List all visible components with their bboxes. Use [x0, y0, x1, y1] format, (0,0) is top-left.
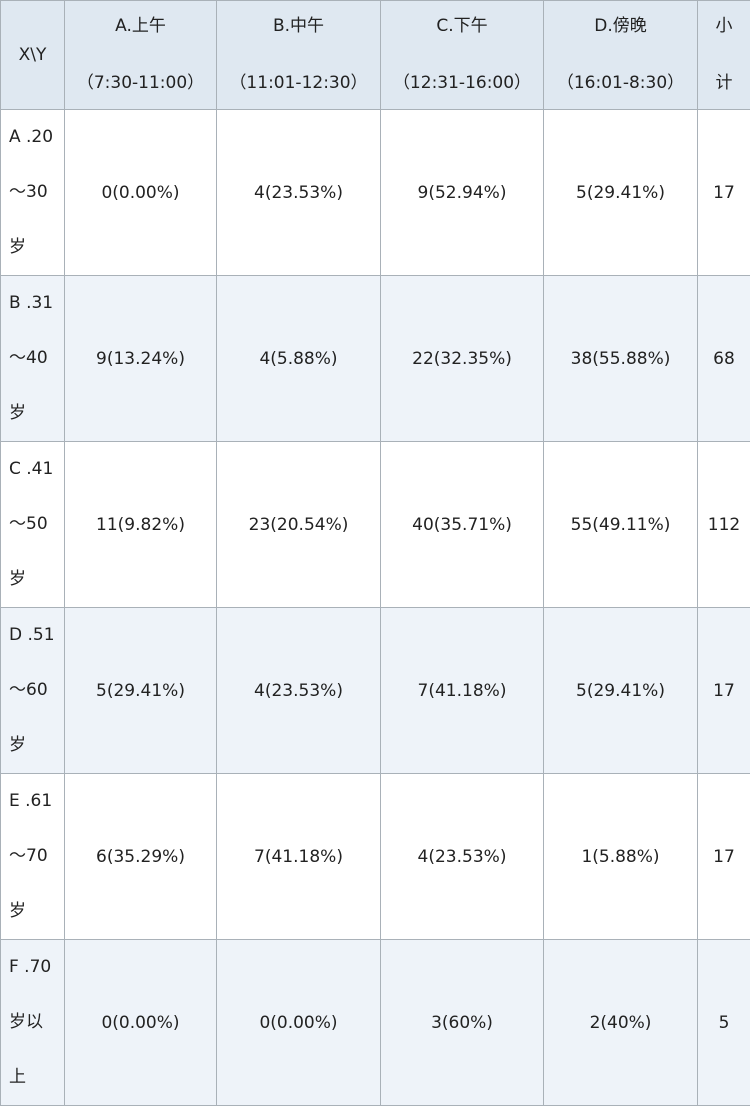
- column-header-label: C.下午: [381, 1, 543, 55]
- table-cell: 5(29.41%): [544, 608, 698, 774]
- row-label: D .51 ～60 岁: [1, 608, 65, 774]
- row-label-line: ～50: [9, 497, 64, 552]
- subtotal-cell: 17: [698, 774, 750, 940]
- column-header-label: D.傍晚: [544, 1, 697, 55]
- row-label-line: 岁: [9, 552, 64, 607]
- table-cell: 9(52.94%): [381, 110, 544, 276]
- row-label: C .41 ～50 岁: [1, 442, 65, 608]
- table-cell: 11(9.82%): [65, 442, 217, 608]
- row-label-line: 岁: [9, 386, 64, 441]
- row-label-line: ～70: [9, 829, 64, 884]
- column-header-evening: D.傍晚 （16:01-8:30）: [544, 1, 698, 110]
- subtotal-cell: 5: [698, 940, 750, 1106]
- table-cell: 23(20.54%): [217, 442, 381, 608]
- column-header-time: 计: [698, 55, 750, 109]
- table-cell: 0(0.00%): [217, 940, 381, 1106]
- row-label-line: 岁: [9, 220, 64, 275]
- table-cell: 5(29.41%): [65, 608, 217, 774]
- table-cell: 9(13.24%): [65, 276, 217, 442]
- table-cell: 22(32.35%): [381, 276, 544, 442]
- corner-header: X\Y: [1, 1, 65, 110]
- row-label-line: A .20: [9, 110, 64, 165]
- column-header-time: （16:01-8:30）: [544, 55, 697, 109]
- column-header-afternoon: C.下午 （12:31-16:00）: [381, 1, 544, 110]
- row-label-line: 岁: [9, 884, 64, 939]
- row-label-line: ～40: [9, 331, 64, 386]
- table-cell: 2(40%): [544, 940, 698, 1106]
- table-cell: 5(29.41%): [544, 110, 698, 276]
- table-cell: 0(0.00%): [65, 110, 217, 276]
- row-label-line: ～60: [9, 663, 64, 718]
- table-row: E .61 ～70 岁 6(35.29%) 7(41.18%) 4(23.53%…: [1, 774, 750, 940]
- column-header-morning: A.上午 （7:30-11:00）: [65, 1, 217, 110]
- table-row: D .51 ～60 岁 5(29.41%) 4(23.53%) 7(41.18%…: [1, 608, 750, 774]
- table-cell: 55(49.11%): [544, 442, 698, 608]
- subtotal-cell: 17: [698, 608, 750, 774]
- table-cell: 3(60%): [381, 940, 544, 1106]
- row-label-line: ～30: [9, 165, 64, 220]
- table-row: F .70 岁以 上 0(0.00%) 0(0.00%) 3(60%) 2(40…: [1, 940, 750, 1106]
- row-label-line: E .61: [9, 774, 64, 829]
- table-cell: 6(35.29%): [65, 774, 217, 940]
- column-header-subtotal: 小 计: [698, 1, 750, 110]
- row-label-line: B .31: [9, 276, 64, 331]
- column-header-label: B.中午: [217, 1, 380, 55]
- table-cell: 40(35.71%): [381, 442, 544, 608]
- column-header-time: （11:01-12:30）: [217, 55, 380, 109]
- table-cell: 4(23.53%): [217, 110, 381, 276]
- column-header-label: 小: [698, 1, 750, 55]
- table-cell: 4(23.53%): [381, 774, 544, 940]
- column-header-noon: B.中午 （11:01-12:30）: [217, 1, 381, 110]
- table-row: A .20 ～30 岁 0(0.00%) 4(23.53%) 9(52.94%)…: [1, 110, 750, 276]
- table-cell: 4(5.88%): [217, 276, 381, 442]
- column-header-time: （12:31-16:00）: [381, 55, 543, 109]
- row-label-line: 岁: [9, 718, 64, 773]
- table-cell: 7(41.18%): [217, 774, 381, 940]
- table-cell: 0(0.00%): [65, 940, 217, 1106]
- subtotal-cell: 112: [698, 442, 750, 608]
- row-label-line: C .41: [9, 442, 64, 497]
- table-cell: 7(41.18%): [381, 608, 544, 774]
- row-label: B .31 ～40 岁: [1, 276, 65, 442]
- row-label-line: 上: [9, 1050, 64, 1105]
- column-header-time: （7:30-11:00）: [65, 55, 216, 109]
- row-label-line: 岁以: [9, 995, 64, 1050]
- column-header-label: A.上午: [65, 1, 216, 55]
- subtotal-cell: 68: [698, 276, 750, 442]
- subtotal-cell: 17: [698, 110, 750, 276]
- row-label: E .61 ～70 岁: [1, 774, 65, 940]
- table-row: B .31 ～40 岁 9(13.24%) 4(5.88%) 22(32.35%…: [1, 276, 750, 442]
- row-label-line: F .70: [9, 940, 64, 995]
- table-row: C .41 ～50 岁 11(9.82%) 23(20.54%) 40(35.7…: [1, 442, 750, 608]
- header-row: X\Y A.上午 （7:30-11:00） B.中午 （11:01-12:30）…: [1, 1, 750, 110]
- row-label: A .20 ～30 岁: [1, 110, 65, 276]
- table-cell: 38(55.88%): [544, 276, 698, 442]
- table-cell: 1(5.88%): [544, 774, 698, 940]
- row-label: F .70 岁以 上: [1, 940, 65, 1106]
- table-cell: 4(23.53%): [217, 608, 381, 774]
- row-label-line: D .51: [9, 608, 64, 663]
